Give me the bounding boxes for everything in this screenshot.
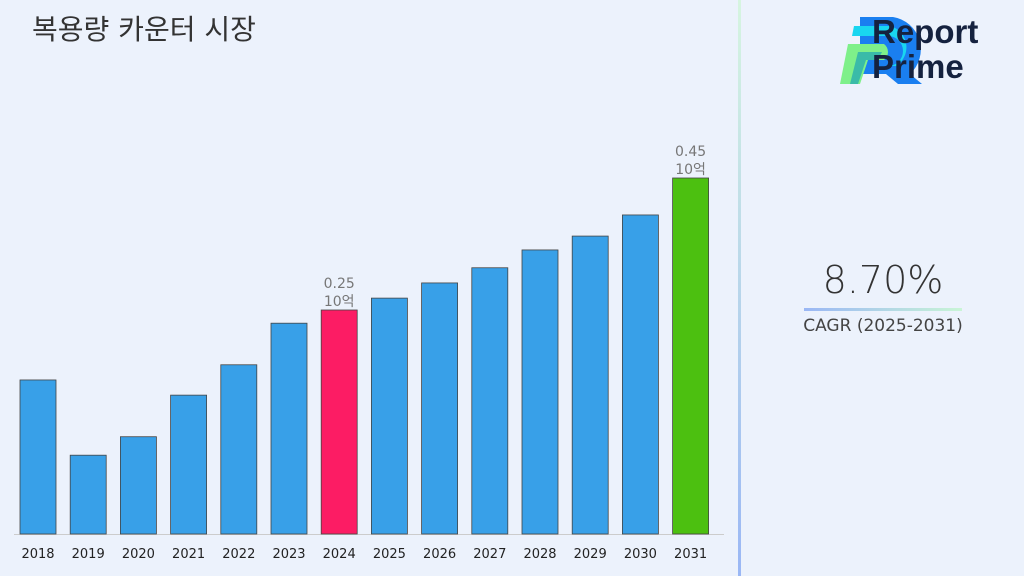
x-tick-label: 2020: [122, 547, 155, 562]
data-label-unit: 10억: [675, 162, 706, 178]
x-tick-label: 2026: [423, 547, 456, 562]
bar-2019: [69, 454, 107, 535]
cagr-label: CAGR (2025-2031): [803, 316, 963, 336]
bar-2020: [120, 436, 157, 535]
bar-2022: [220, 364, 258, 535]
report-prime-logo-icon: [840, 17, 922, 84]
chart-title: 복용량 카운터 시장: [32, 13, 256, 46]
bar-chart: 2018 2019 2020 2021 2022 2023 2024 0.25 10억 2025 2…: [14, 144, 724, 562]
x-tick-label: 2031: [674, 547, 707, 562]
data-label-value: 0.45: [675, 144, 706, 160]
cagr-underline: [804, 308, 962, 311]
bar-2029: [571, 235, 609, 535]
bar-2018: [19, 379, 57, 535]
x-tick-label: 2019: [72, 547, 105, 562]
data-label-unit: 10억: [324, 294, 355, 310]
x-tick-label: 2025: [373, 547, 406, 562]
divider: [738, 0, 741, 576]
bar-2024: [320, 309, 358, 535]
x-tick-label: 2027: [473, 547, 506, 562]
x-tick-label: 2022: [222, 547, 255, 562]
data-label-value: 0.25: [324, 276, 355, 292]
bar-2025: [370, 297, 408, 535]
x-tick-label: 2024: [323, 547, 356, 562]
cagr-value: 8.70%: [822, 258, 944, 302]
bar-2027: [471, 267, 509, 535]
bar-2023: [270, 322, 308, 535]
logo-line1: Report: [872, 13, 979, 50]
bar-2030: [622, 214, 659, 535]
x-tick-label: 2021: [172, 547, 205, 562]
bar-2028: [521, 249, 559, 535]
x-tick-label: 2018: [21, 547, 54, 562]
x-tick-label: 2023: [272, 547, 305, 562]
logo-line2: Prime: [872, 48, 964, 85]
bar-2026: [421, 282, 459, 535]
logo-text: Report Prime: [872, 14, 978, 84]
x-tick-label: 2029: [574, 547, 607, 562]
x-tick-label: 2030: [624, 547, 657, 562]
x-tick-label: 2028: [523, 547, 556, 562]
bar-2021: [170, 394, 208, 535]
bar-2031: [672, 177, 709, 535]
